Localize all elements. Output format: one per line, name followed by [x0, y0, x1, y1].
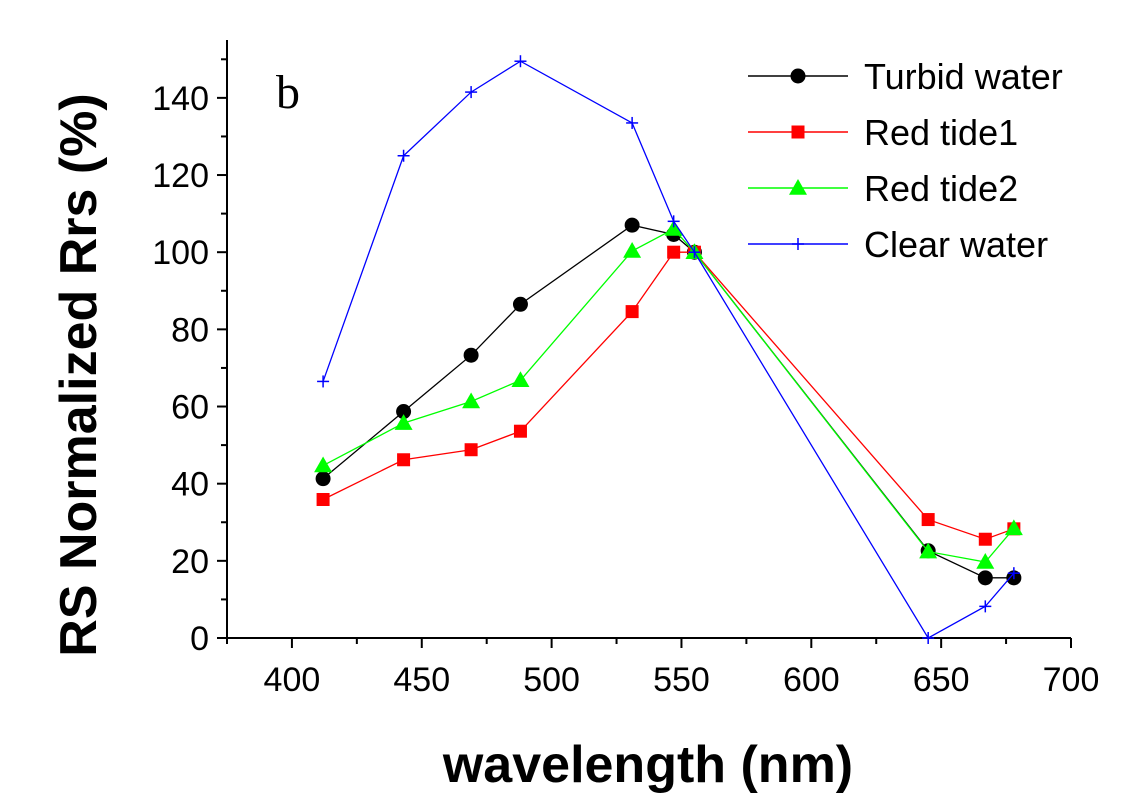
series-line-red-tide2 [322, 228, 1015, 563]
y-tick-label: 60 [171, 389, 209, 427]
legend-label: Clear water [864, 224, 1048, 265]
series-layer [314, 55, 1023, 644]
legend: Turbid water Red tide1 Red tide2 Clear wate… [748, 56, 1063, 265]
axes: 400 450 500 550 600 650 700 0 20 40 60 80 100 120 140 [152, 40, 1099, 699]
legend-entry-turbid-water: Turbid water [748, 56, 1063, 97]
series-line-red-tide1 [322, 251, 1015, 540]
series-line-turbid-water [322, 224, 1014, 579]
data-point-clear-water [1007, 567, 1020, 580]
legend-marker [792, 238, 804, 250]
x-tick-label: 450 [393, 661, 450, 699]
x-axis-title: wavelength (nm) [442, 736, 853, 794]
data-point-clear-water [688, 246, 701, 259]
legend-label: Red tide2 [864, 168, 1018, 209]
data-point-red-tide1 [625, 305, 639, 319]
data-point-turbid-water [977, 570, 993, 586]
data-point-red-tide1 [921, 513, 935, 527]
data-point-clear-water [514, 55, 527, 68]
legend-entry-red-tide2: Red tide2 [748, 168, 1018, 209]
data-point-red-tide2 [511, 371, 530, 388]
data-point-turbid-water [315, 471, 331, 487]
x-tick-label: 600 [783, 661, 840, 699]
y-tick-label: 40 [171, 466, 209, 504]
data-point-red-tide2 [1004, 519, 1023, 536]
data-point-turbid-water [463, 347, 479, 363]
data-point-red-tide2 [394, 414, 413, 430]
data-point-red-tide1 [316, 492, 330, 506]
legend-marker [789, 179, 807, 195]
x-tick-label: 550 [653, 661, 710, 699]
y-tick-label: 140 [152, 80, 209, 118]
data-point-clear-water [465, 86, 478, 99]
series-clear-water [317, 55, 1020, 644]
data-point-clear-water [979, 600, 992, 613]
data-point-red-tide2 [976, 552, 995, 569]
data-point-clear-water [667, 215, 680, 228]
data-point-red-tide1 [397, 453, 411, 467]
data-point-clear-water [626, 116, 639, 129]
x-tick-label: 650 [913, 661, 970, 699]
y-tick-label: 20 [171, 543, 209, 581]
y-tick-label: 120 [152, 157, 209, 195]
panel-label: b [276, 66, 300, 119]
data-point-red-tide1 [978, 532, 992, 546]
data-point-clear-water [317, 375, 330, 388]
data-point-turbid-water [512, 296, 528, 312]
data-point-red-tide2 [664, 220, 683, 236]
x-tick-label: 500 [523, 661, 580, 699]
legend-entry-clear-water: Clear water [748, 224, 1048, 265]
y-tick-label: 100 [152, 234, 209, 272]
data-point-red-tide2 [919, 542, 938, 559]
legend-label: Red tide1 [864, 112, 1018, 153]
x-tick-label: 700 [1043, 661, 1100, 699]
y-axis-title: RS Normalized Rrs (%) [50, 93, 108, 656]
data-point-red-tide1 [513, 424, 527, 438]
y-tick-label: 80 [171, 311, 209, 349]
data-point-red-tide2 [314, 456, 333, 473]
legend-marker [790, 68, 806, 84]
legend-label: Turbid water [864, 56, 1063, 97]
y-tick-label: 0 [190, 620, 209, 658]
legend-marker [791, 125, 805, 139]
data-point-red-tide2 [623, 242, 642, 258]
x-tick-label: 400 [264, 661, 321, 699]
data-point-red-tide1 [667, 245, 681, 259]
data-point-red-tide2 [462, 392, 481, 409]
data-point-red-tide1 [464, 443, 478, 457]
data-point-turbid-water [624, 217, 640, 233]
data-point-clear-water [922, 632, 935, 644]
data-point-clear-water [397, 149, 410, 162]
series-line-clear-water [322, 60, 1015, 639]
series-turbid-water [315, 217, 1022, 586]
series-red-tide2 [314, 220, 1023, 569]
legend-entry-red-tide1: Red tide1 [748, 112, 1018, 153]
